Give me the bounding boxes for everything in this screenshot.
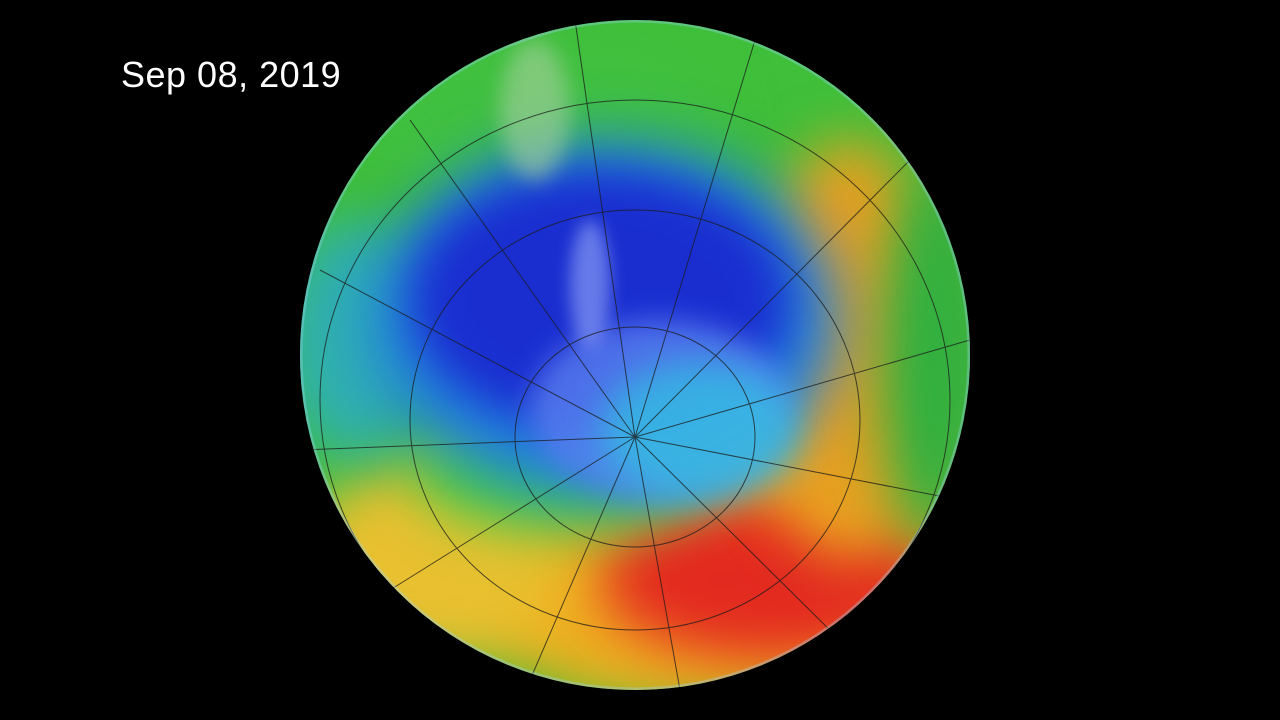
ozone-east-green (880, 170, 970, 550)
antarctica-coast (600, 360, 800, 500)
ozone-globe (300, 20, 970, 690)
south-america-land (500, 40, 570, 180)
graticule (300, 20, 970, 690)
antarctic-peninsula (570, 220, 610, 350)
date-label: Sep 08, 2019 (121, 54, 342, 95)
